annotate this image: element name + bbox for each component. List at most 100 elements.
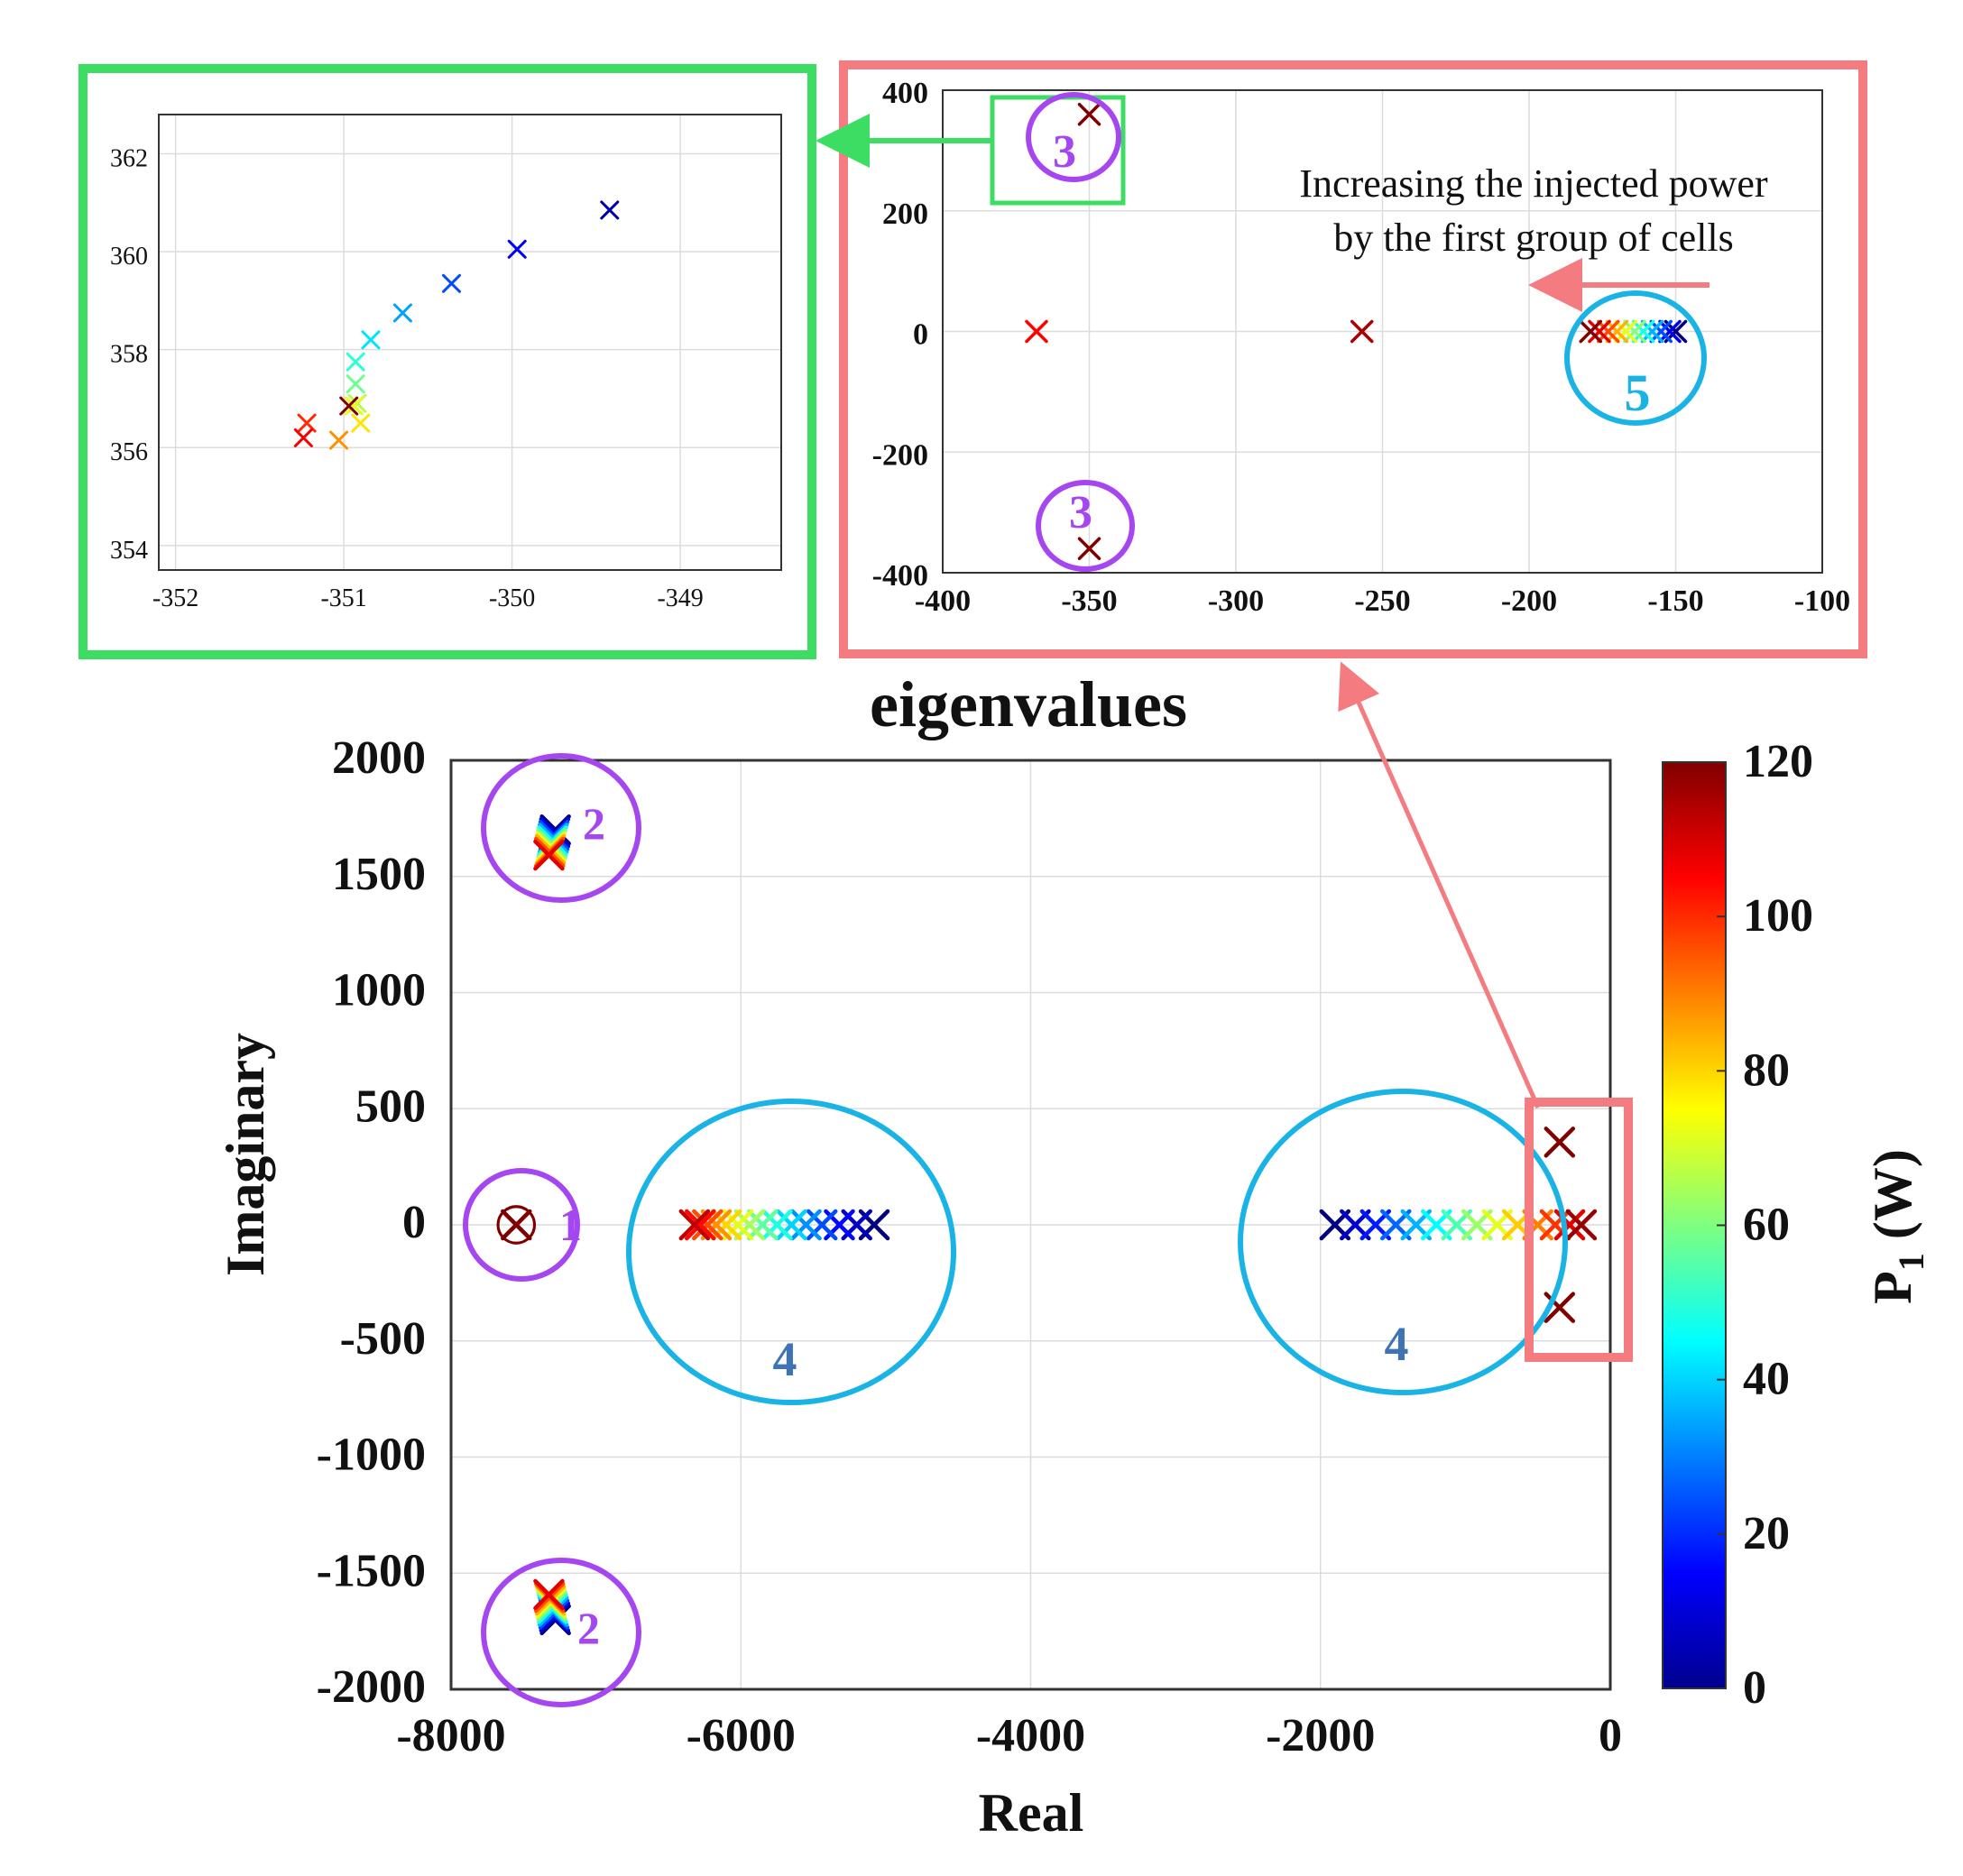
eigenvalue-marker bbox=[441, 273, 461, 293]
inset-left-frame bbox=[158, 114, 782, 571]
inset-left-x-tick-label: -350 bbox=[489, 584, 535, 612]
zoom-arrow-pink bbox=[1338, 661, 1541, 1109]
main-y-ticks: -2000 -1500 -1000 -500 0 500 1000 1500 2000 bbox=[317, 732, 426, 1713]
eigenvalue-marker bbox=[692, 1209, 723, 1241]
group-5-annotation: 5 bbox=[1564, 290, 1707, 426]
inset-right-frame bbox=[942, 89, 1823, 574]
inset-right-y-ticks: -400 -200 0 200 400 bbox=[872, 77, 928, 593]
inset-left-y-tick-label: 362 bbox=[110, 144, 148, 172]
eigenvalue-marker bbox=[351, 413, 371, 433]
eigenvalue-marker bbox=[346, 374, 365, 394]
eigenvalue-marker bbox=[685, 1209, 716, 1241]
eigenvalue-marker bbox=[678, 1209, 711, 1241]
inset-left-grid bbox=[159, 115, 781, 570]
inset-right-y-tick-label: 400 bbox=[882, 77, 928, 110]
group-3-lower-label: 3 bbox=[1069, 487, 1092, 538]
group-3-lower-annotation: 3 bbox=[1036, 480, 1135, 572]
zoom-region-box bbox=[1525, 1098, 1633, 1362]
main-y-tick-label: -1500 bbox=[317, 1545, 426, 1596]
main-y-tick-label: 500 bbox=[355, 1081, 426, 1132]
inset-left-y-tick-label: 356 bbox=[110, 438, 148, 466]
main-x-tick-label: -8000 bbox=[396, 1710, 505, 1761]
eigenvalue-marker bbox=[533, 839, 565, 871]
inset-right-y-tick-label: -400 bbox=[872, 559, 928, 593]
inset-left-y-tick-label: 354 bbox=[110, 537, 148, 565]
eigenvalue-marker bbox=[1623, 319, 1646, 344]
x-axis-title: Real bbox=[979, 1783, 1084, 1843]
eigenvalue-marker bbox=[361, 330, 381, 350]
colorbar-tick-label: 40 bbox=[1743, 1354, 1790, 1405]
group-4-right-annotation: 4 bbox=[1238, 1089, 1568, 1395]
main-y-tick-label: -1000 bbox=[317, 1430, 426, 1481]
eigenvalue-marker bbox=[346, 352, 365, 372]
group-1-annotation: 1 bbox=[463, 1168, 582, 1282]
main-x-ticks: -8000 -6000 -4000 -2000 0 bbox=[396, 1710, 1622, 1761]
y-axis-title: Imaginary bbox=[216, 1033, 275, 1276]
eigenvalue-marker bbox=[722, 1209, 754, 1241]
inset-left-y-ticks: 354 356 358 360 362 bbox=[110, 144, 148, 564]
eigenvalue-marker bbox=[339, 396, 359, 416]
eigenvalue-marker bbox=[1588, 319, 1611, 344]
group-5-label: 5 bbox=[1625, 363, 1651, 422]
eigenvalue-marker bbox=[507, 239, 527, 259]
inset-right-markers bbox=[1025, 103, 1688, 560]
colorbar bbox=[1662, 761, 1727, 1689]
main-plot: -8000 -6000 -4000 -2000 0 -2000 -1500 -1000 -50… bbox=[216, 668, 1931, 1843]
main-y-tick-label: 1500 bbox=[332, 849, 426, 900]
inset-right-y-tick-label: -200 bbox=[872, 438, 928, 472]
inset-right-x-tick-label: -300 bbox=[1208, 584, 1264, 618]
eigenvalue-marker bbox=[1597, 319, 1620, 344]
inset-right-x-tick-label: -250 bbox=[1354, 584, 1410, 618]
inset-right-border bbox=[839, 60, 1867, 658]
inset-left-border bbox=[78, 64, 816, 659]
inset-left-x-ticks: -352 -351 -350 -349 bbox=[152, 584, 704, 612]
eigenvalue-marker bbox=[1605, 319, 1629, 344]
eigenvalue-marker bbox=[761, 1209, 793, 1241]
group-4-right-label: 4 bbox=[1385, 1317, 1409, 1371]
eigenvalue-marker bbox=[329, 430, 349, 450]
group-2-upper-annotation: 2 bbox=[481, 753, 641, 903]
eigenvalue-marker bbox=[392, 303, 412, 323]
main-x-tick-label: -4000 bbox=[976, 1710, 1085, 1761]
eigenvalue-marker bbox=[533, 1578, 565, 1611]
eigenvalue-marker bbox=[1632, 319, 1655, 344]
power-annotation-line-1: Increasing the injected power bbox=[1299, 161, 1768, 206]
group-1-label: 1 bbox=[559, 1200, 582, 1250]
eigenvalue-marker bbox=[1658, 319, 1682, 344]
inset-left-x-tick-label: -352 bbox=[152, 584, 198, 612]
group-2-lower-label: 2 bbox=[577, 1603, 600, 1653]
inset-right-x-ticks: -400 -350 -300 -250 -200 -150 -100 bbox=[915, 584, 1850, 618]
eigenvalue-marker bbox=[1649, 319, 1673, 344]
eigenvalue-marker bbox=[1077, 537, 1101, 560]
eigenvalue-marker bbox=[600, 200, 620, 220]
group-4-left-annotation: 4 bbox=[626, 1099, 956, 1405]
eigenvalue-marker bbox=[1614, 319, 1637, 344]
colorbar-ticks: 0 20 40 60 80 100 120 bbox=[1717, 736, 1813, 1714]
main-y-tick-label: -500 bbox=[340, 1313, 426, 1365]
colorbar-label: P1 (W) bbox=[1863, 1149, 1931, 1304]
eigenvalue-marker bbox=[1544, 1127, 1576, 1158]
inset-right-x-tick-label: -200 bbox=[1501, 584, 1557, 618]
eigenvalue-marker bbox=[1350, 319, 1374, 344]
inset-right-x-tick-label: -150 bbox=[1647, 584, 1703, 618]
colorbar-tick-label: 0 bbox=[1743, 1662, 1766, 1714]
group-3-upper-label: 3 bbox=[1053, 126, 1076, 178]
group-3-upper-annotation: 3 bbox=[990, 92, 1126, 206]
main-plot-frame bbox=[449, 759, 1612, 1691]
inset-left-y-tick-label: 360 bbox=[110, 243, 148, 271]
inset-left-x-tick-label: -351 bbox=[320, 584, 366, 612]
inset-left-plot: -352 -351 -350 -349 354 356 358 360 362 bbox=[78, 64, 816, 659]
colorbar-tick-label: 120 bbox=[1743, 736, 1813, 787]
main-x-tick-label: -6000 bbox=[687, 1710, 796, 1761]
eigenvalue-marker bbox=[1025, 319, 1048, 344]
eigenvalue-marker bbox=[293, 428, 313, 447]
chart-title: eigenvalues bbox=[870, 668, 1187, 740]
eigenvalue-marker bbox=[790, 1209, 822, 1241]
eigenvalue-marker bbox=[1077, 103, 1101, 126]
main-markers bbox=[496, 814, 1598, 1635]
eigenvalue-marker bbox=[733, 1209, 766, 1241]
main-y-tick-label: 1000 bbox=[332, 965, 426, 1016]
colorbar-tick-label: 60 bbox=[1743, 1200, 1790, 1251]
inset-right-x-tick-label: -100 bbox=[1794, 584, 1850, 618]
colorbar-tick-label: 20 bbox=[1743, 1508, 1790, 1559]
